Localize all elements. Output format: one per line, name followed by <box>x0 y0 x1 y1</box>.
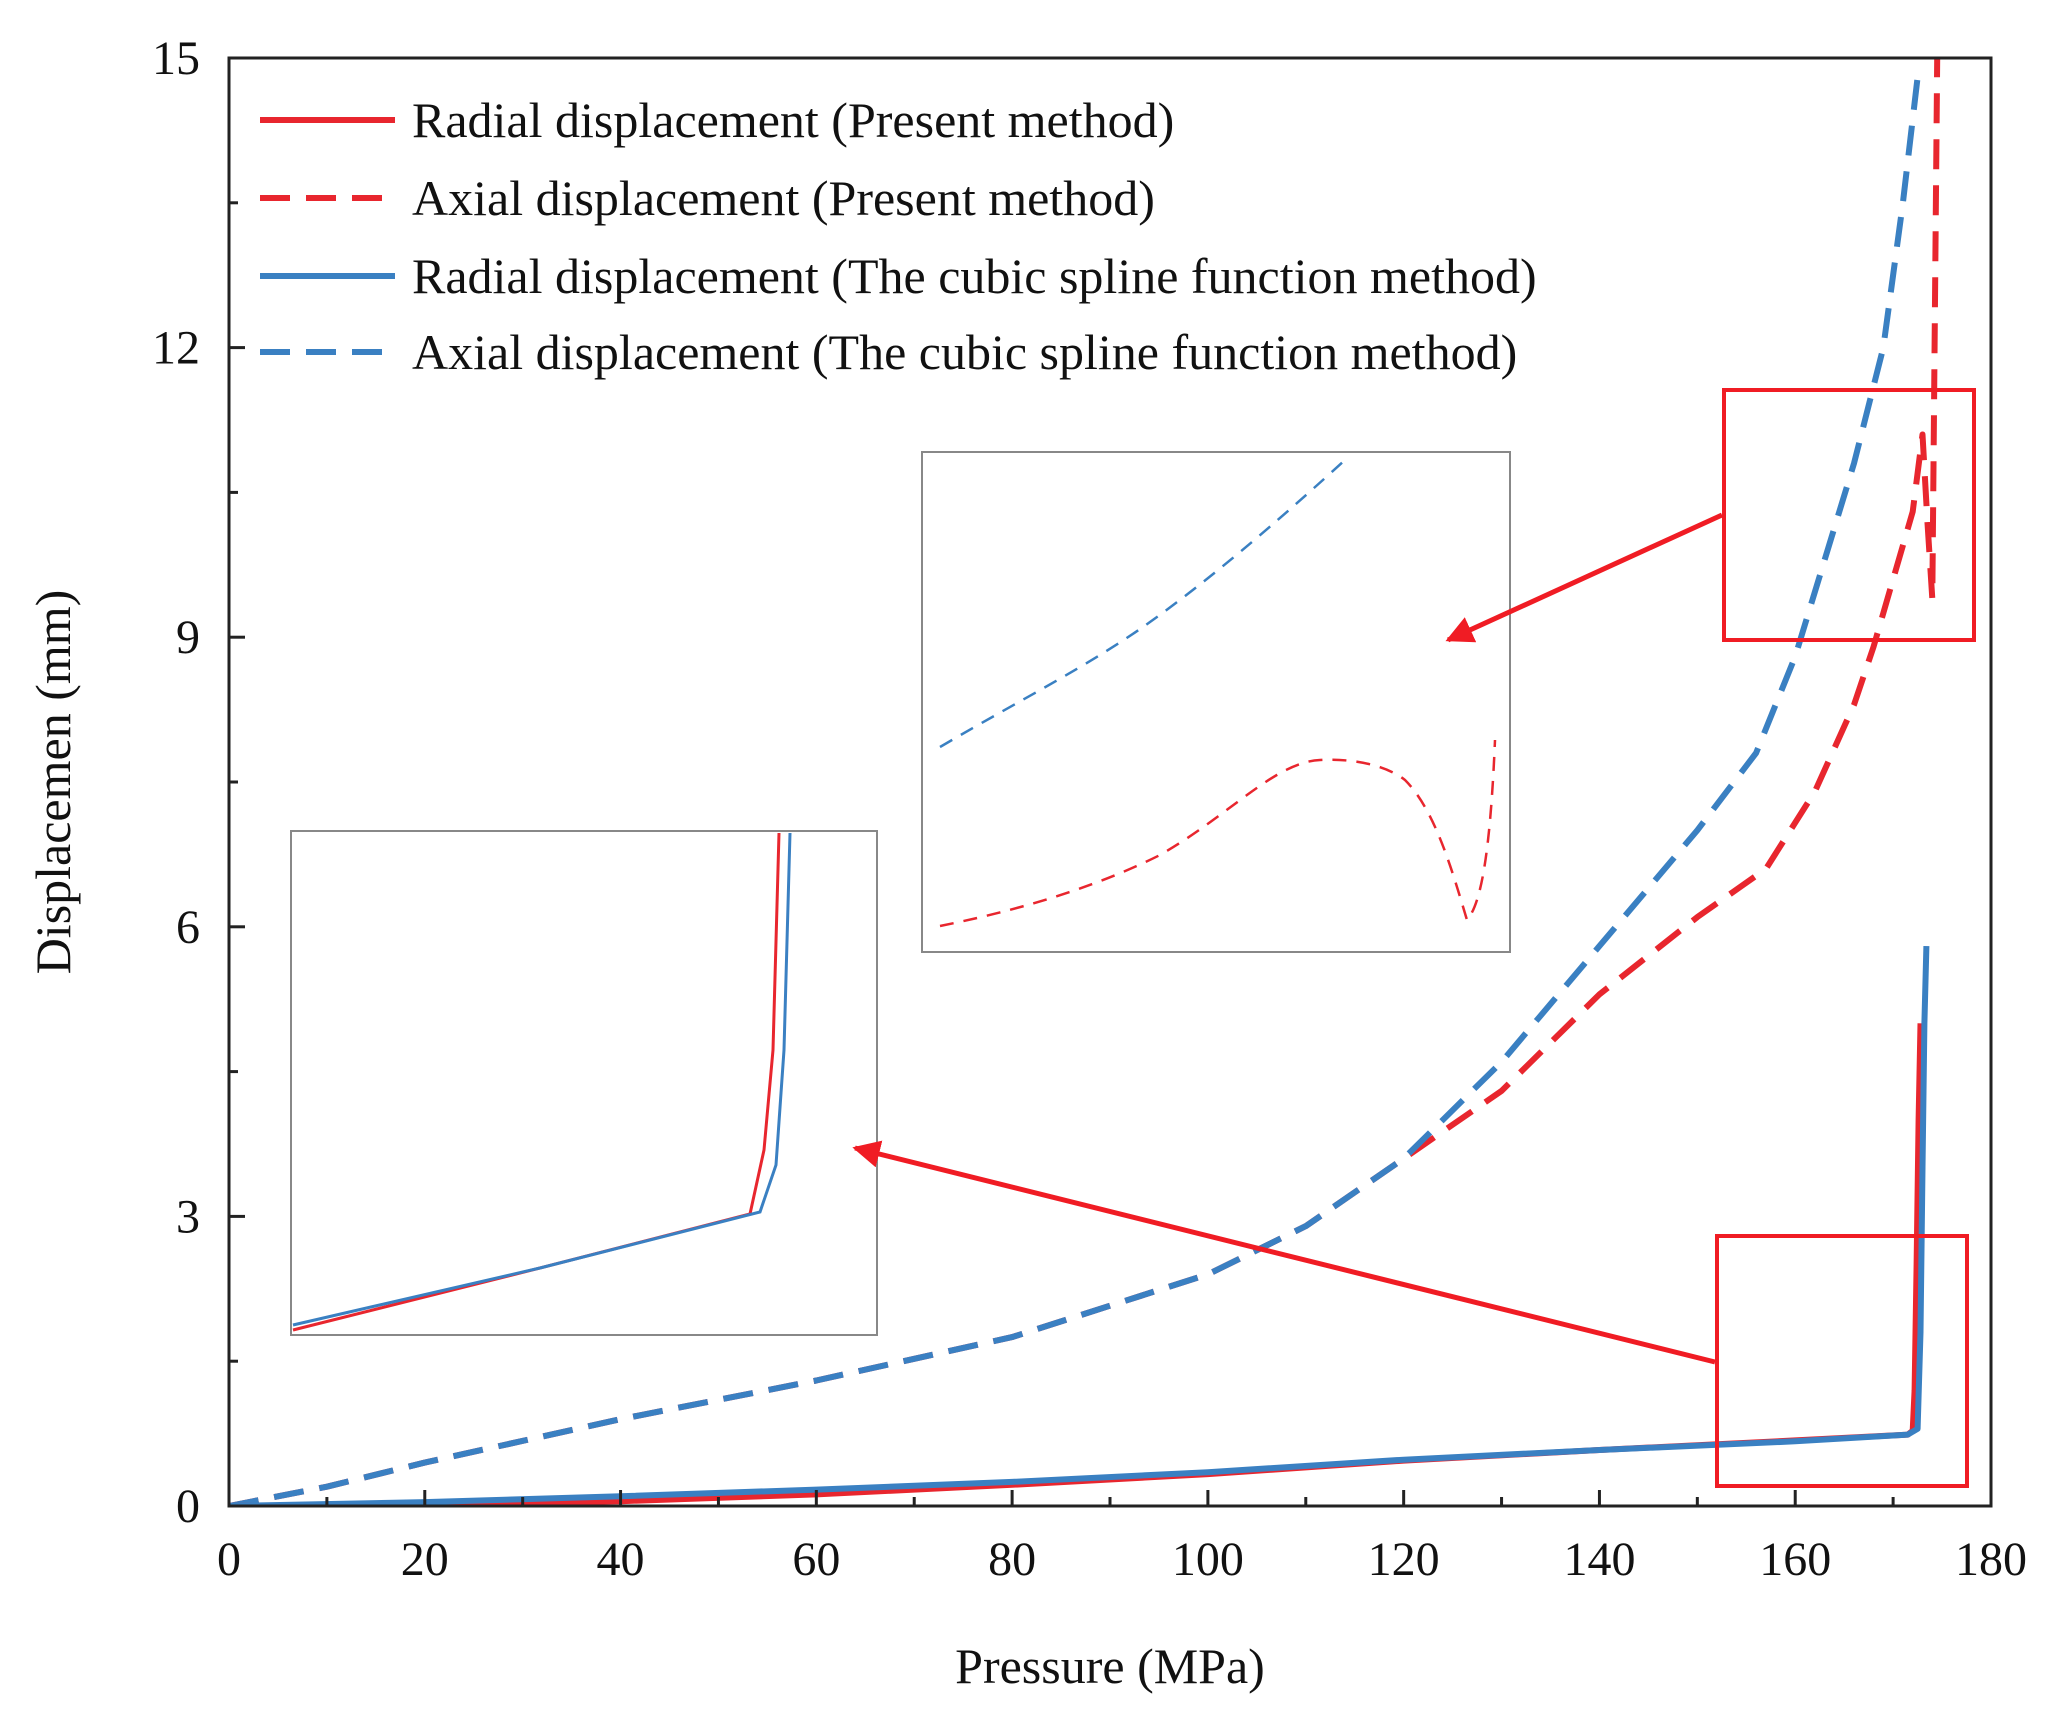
inset-upper-frame <box>921 451 1511 953</box>
zoom-box-lower <box>1715 1234 1969 1488</box>
series-line-3 <box>229 76 1921 1506</box>
y-axis-ticks: 0 3 6 9 12 15 <box>152 32 245 1533</box>
legend-label-radial-present: Radial displacement (Present method) <box>412 92 1174 148</box>
y-axis-label: Displacemen (mm) <box>25 590 81 975</box>
inset-lower <box>290 830 878 1336</box>
legend-label-axial-present: Axial displacement (Present method) <box>412 170 1155 226</box>
y-tick-label: 12 <box>152 322 200 375</box>
x-tick-label: 180 <box>1955 1533 2027 1586</box>
y-tick-label: 15 <box>152 32 200 85</box>
arrow-upper <box>1445 512 1724 643</box>
x-tick-label: 0 <box>217 1533 241 1586</box>
inset-lower-blue-line <box>292 832 792 1327</box>
series-line-2 <box>229 946 1930 1506</box>
legend-label-axial-spline: Axial displacement (The cubic spline fun… <box>412 324 1517 380</box>
y-tick-label: 6 <box>176 901 200 954</box>
x-tick-label: 40 <box>597 1533 645 1586</box>
inset-lower-frame <box>290 830 878 1336</box>
y-tick-label: 0 <box>176 1480 200 1533</box>
x-tick-label: 160 <box>1759 1533 1831 1586</box>
zoom-box-upper <box>1722 388 1976 642</box>
x-axis-ticks: 0 20 40 60 80 100 120 140 160 180 <box>217 1490 2027 1586</box>
x-tick-label: 140 <box>1563 1533 1635 1586</box>
x-tick-label: 20 <box>401 1533 449 1586</box>
x-axis-label: Pressure (MPa) <box>955 1638 1265 1694</box>
x-tick-label: 60 <box>792 1533 840 1586</box>
legend-label-radial-spline: Radial displacement (The cubic spline fu… <box>412 248 1537 304</box>
inset-upper-blue-dashed-line <box>939 459 1346 749</box>
x-tick-label: 100 <box>1172 1533 1244 1586</box>
x-tick-label: 80 <box>988 1533 1036 1586</box>
y-tick-label: 3 <box>176 1190 200 1243</box>
y-tick-label: 9 <box>176 611 200 664</box>
series-line-1 <box>229 58 1941 1506</box>
series-layer <box>229 58 1941 1506</box>
x-tick-label: 120 <box>1368 1533 1440 1586</box>
inset-upper-red-dashed-line <box>939 739 1497 928</box>
legend: Radial displacement (Present method) Axi… <box>260 92 1537 380</box>
inset-upper <box>921 451 1511 953</box>
arrow-lower <box>852 1140 1716 1365</box>
